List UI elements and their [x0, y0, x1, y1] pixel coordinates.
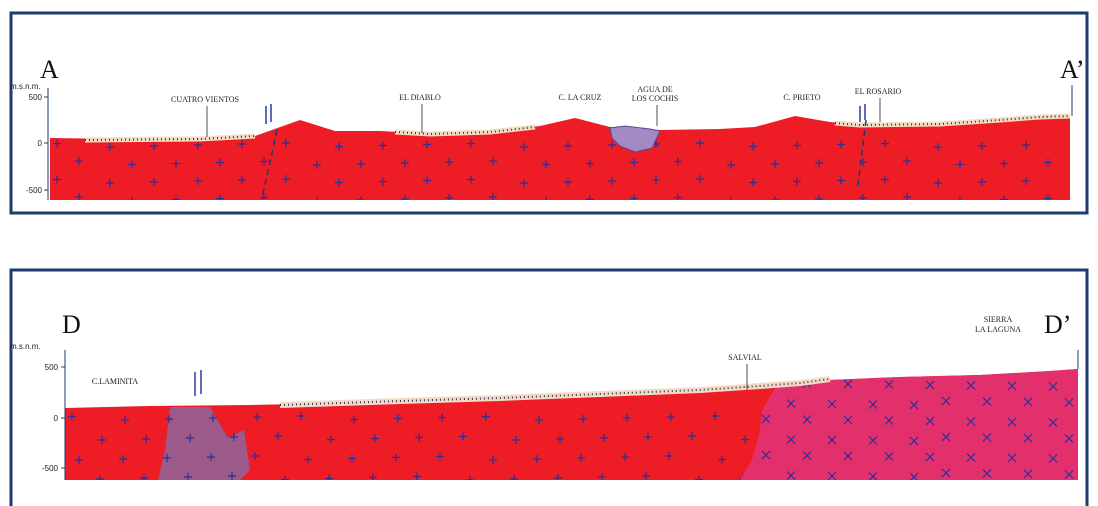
- axis-unit: m.s.n.m.: [10, 342, 41, 351]
- place-label: CUATRO VIENTOS: [171, 95, 239, 104]
- place-label: SALVIAL: [728, 353, 762, 362]
- place-label: SIERRA: [984, 315, 1013, 324]
- granite: [50, 116, 1070, 200]
- section-end: A’: [1060, 55, 1085, 84]
- section-start: A: [40, 55, 59, 84]
- cross-sections: A A’ m.s.n.m. 500 0 -500 CUATRO VIENTOS …: [0, 0, 1098, 506]
- tick-label: 500: [29, 93, 43, 102]
- section-start: D: [62, 310, 81, 339]
- place-label: AGUA DE: [637, 85, 672, 94]
- place-label: LA LAGUNA: [975, 325, 1021, 334]
- place-label: C. LA CRUZ: [559, 93, 602, 102]
- place-label: C.LAMINITA: [92, 377, 138, 386]
- place-label: EL ROSARIO: [855, 87, 902, 96]
- place-label: LOS COCHIS: [632, 94, 678, 103]
- section-end: D’: [1044, 310, 1071, 339]
- tick-label: 500: [45, 363, 59, 372]
- tick-label: -500: [42, 464, 59, 473]
- tick-label: 0: [54, 414, 59, 423]
- place-label: EL DIABLO: [399, 93, 441, 102]
- axis-unit: m.s.n.m.: [10, 82, 41, 91]
- tick-label: -500: [26, 186, 43, 195]
- tick-label: 0: [38, 139, 43, 148]
- place-label: C. PRIETO: [783, 93, 820, 102]
